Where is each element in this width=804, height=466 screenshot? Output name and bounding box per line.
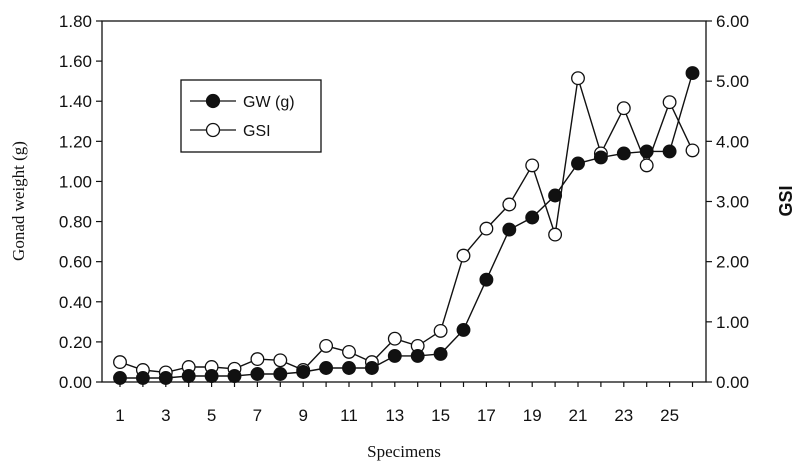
left-axis-ticks: 0.00 0.20 0.40 0.60 0.80 1.00 1.20 1.40 1.60 1.80: [59, 12, 102, 392]
gw-data-point: [479, 272, 494, 287]
legend-label-gw: GW (g): [243, 94, 295, 111]
gw-data-point: [227, 369, 242, 383]
y2-tick-label: 5.00: [716, 72, 749, 91]
x-tick-label: 7: [253, 406, 262, 425]
gw-data-point: [456, 322, 471, 337]
gsi-data-point: [342, 344, 356, 359]
y2-tick-label: 4.00: [716, 132, 749, 151]
legend-marker-gsi: [205, 122, 221, 138]
y2-tick-label: 6.00: [716, 12, 749, 31]
x-tick-label: 9: [298, 406, 307, 425]
gsi-data-point: [273, 353, 288, 368]
y-axis-title: Gonad weight (g): [9, 141, 28, 261]
x-tick-label: 13: [385, 406, 404, 425]
gw-data-point: [364, 361, 379, 375]
gw-data-point: [135, 371, 150, 385]
x-axis-title: Specimens: [367, 442, 441, 461]
gw-data-point: [571, 156, 585, 171]
y-tick-label: 1.60: [59, 52, 92, 71]
x-tick-label: 21: [569, 406, 588, 425]
plot-area-border: [101, 20, 707, 383]
y-tick-label: 1.20: [59, 132, 92, 151]
gw-data-point: [685, 66, 700, 81]
gsi-data-point: [250, 352, 265, 367]
y2-tick-label: 1.00: [716, 313, 749, 332]
gsi-data-point: [548, 227, 563, 242]
gsi-data-point: [662, 95, 677, 110]
gw-data-point: [181, 369, 196, 383]
y-tick-label: 1.40: [59, 92, 92, 111]
y-tick-label: 0.80: [59, 213, 92, 232]
gsi-data-point: [433, 323, 448, 338]
gw-data-point: [273, 367, 288, 381]
gsi-data-point: [319, 338, 334, 353]
gw-data-point: [204, 369, 219, 383]
gsi-data-point: [456, 248, 471, 263]
x-tick-label: 25: [660, 406, 679, 425]
gw-data-point: [525, 210, 540, 225]
gw-data-point: [548, 188, 563, 203]
x-tick-label: 5: [207, 406, 216, 425]
gw-data-point: [319, 361, 334, 375]
y-tick-label: 0.40: [59, 293, 92, 312]
gsi-data-point: [616, 101, 631, 116]
gw-data-point: [158, 371, 173, 385]
gsi-data-point: [479, 221, 494, 236]
plot-frame: [101, 20, 707, 383]
x-tick-label: 23: [614, 406, 633, 425]
legend-label-gsi: GSI: [243, 123, 271, 140]
gw-data-point: [387, 348, 402, 363]
gw-data-point: [616, 146, 631, 161]
y2-axis-title: GSI: [776, 185, 796, 216]
x-tick-label: 15: [431, 406, 450, 425]
series-layer: [113, 66, 700, 385]
legend-marker-gw: [205, 93, 221, 109]
gw-data-point: [296, 365, 311, 379]
gsi-data-point: [525, 158, 540, 173]
y-tick-label: 0.20: [59, 333, 92, 352]
gw-data-point: [250, 367, 265, 381]
right-axis-ticks: 0.00 1.00 2.00 3.00 4.00 5.00 6.00: [706, 12, 749, 392]
y-tick-label: 0.60: [59, 253, 92, 272]
gsi-data-point: [639, 158, 654, 173]
x-tick-label: 11: [340, 406, 358, 425]
gw-data-point: [662, 144, 677, 159]
x-tick-label: 19: [523, 406, 542, 425]
gsi-data-point: [685, 143, 700, 158]
y-tick-label: 1.80: [59, 12, 92, 31]
y2-tick-label: 2.00: [716, 253, 749, 272]
gw-data-point: [342, 361, 356, 375]
gw-data-point: [113, 371, 127, 385]
gw-data-point: [433, 346, 448, 361]
y-tick-label: 0.00: [59, 373, 92, 392]
x-tick-label: 17: [477, 406, 496, 425]
x-tick-label: 1: [115, 406, 124, 425]
gw-data-point: [593, 150, 608, 165]
y-tick-label: 1.00: [59, 172, 92, 191]
legend: GW (g) GSI: [180, 79, 322, 153]
gsi-data-point: [502, 197, 517, 212]
x-tick-label: 3: [161, 406, 170, 425]
gw-data-point: [502, 222, 517, 237]
y2-tick-label: 3.00: [716, 193, 749, 212]
gsi-data-point: [113, 355, 127, 370]
y2-tick-label: 0.00: [716, 373, 749, 392]
gw-data-point: [410, 348, 425, 363]
gsi-data-point: [387, 331, 402, 346]
gw-data-point: [639, 144, 654, 159]
legend-box: [180, 79, 322, 153]
x-axis-ticks: 1 3 5 7 9 11 13 15 17 19 21 23 25: [115, 382, 694, 425]
gsi-data-point: [571, 71, 585, 86]
